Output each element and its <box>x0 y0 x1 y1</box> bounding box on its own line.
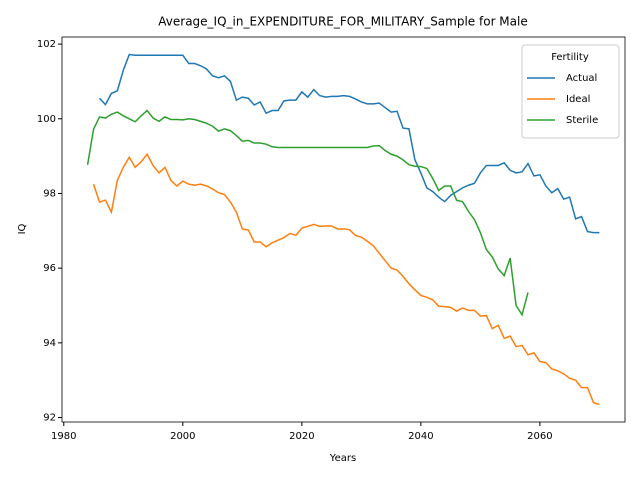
series-line <box>92 152 600 406</box>
y-tick-label: 92 <box>43 413 56 424</box>
legend-label: Sterile <box>566 115 598 126</box>
y-tick-label: 98 <box>43 188 56 199</box>
legend-label: Actual <box>566 73 597 84</box>
x-tick-label: 2060 <box>527 431 552 442</box>
x-tick-label: 2020 <box>289 431 314 442</box>
y-tick-label: 102 <box>37 39 56 50</box>
y-tick-label: 100 <box>37 114 56 125</box>
x-tick-label: 2040 <box>408 431 433 442</box>
series-line <box>86 109 529 317</box>
y-axis-label: IQ <box>17 223 28 234</box>
plot-frame <box>61 36 626 423</box>
legend-title: Fertility <box>551 52 589 63</box>
y-tick-label: 94 <box>43 338 56 349</box>
series-line <box>98 53 600 234</box>
legend-label: Ideal <box>566 94 590 105</box>
legend-box <box>521 44 620 139</box>
y-tick-label: 96 <box>43 263 56 274</box>
x-axis-label: Years <box>329 453 356 464</box>
x-tick-label: 2000 <box>170 431 195 442</box>
x-tick-label: 1980 <box>51 431 76 442</box>
chart-title: Average_IQ_in_EXPENDITURE_FOR_MILITARY_S… <box>158 15 527 29</box>
